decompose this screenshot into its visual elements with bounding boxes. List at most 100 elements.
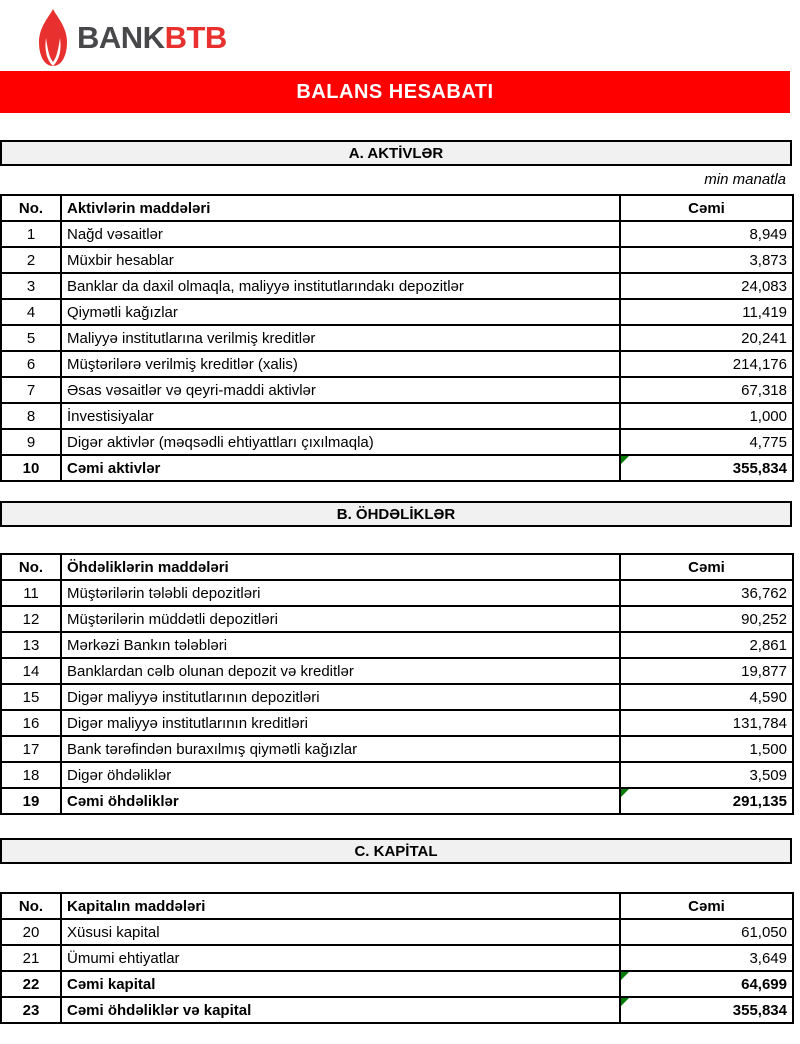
row-item-name: Cəmi kapital	[60, 970, 621, 998]
table-header-row: No. Öhdəliklərin maddələri Cəmi	[0, 553, 794, 581]
row-value: 1,000	[619, 402, 794, 430]
section-header-assets: A. AKTİVLƏR	[0, 140, 792, 166]
row-value-text: 36,762	[741, 584, 787, 602]
column-header-total: Cəmi	[619, 892, 794, 920]
bank-logo: BANKBTB	[38, 8, 227, 68]
table-row: 2 Müxbir hesablar 3,873	[0, 246, 794, 274]
row-item-name: Digər maliyyə institutlarının depozitlər…	[60, 683, 621, 711]
row-number: 7	[0, 376, 62, 404]
row-value: 11,419	[619, 298, 794, 326]
row-value: 4,775	[619, 428, 794, 456]
row-item-name: Müştərilərin müddətli depozitləri	[60, 605, 621, 633]
row-value: 4,590	[619, 683, 794, 711]
table-row: 13 Mərkəzi Bankın tələbləri 2,861	[0, 631, 794, 659]
row-number: 10	[0, 454, 62, 482]
row-value: 131,784	[619, 709, 794, 737]
row-item-name: Cəmi öhdəliklər və kapital	[60, 996, 621, 1024]
table-row: 17 Bank tərəfindən buraxılmış qiymətli ka…	[0, 735, 794, 763]
row-value: 3,509	[619, 761, 794, 789]
report-title-banner: BALANS HESABATI	[0, 71, 790, 113]
row-item-name: Banklar da daxil olmaqla, maliyyə instit…	[60, 272, 621, 300]
table-row: 9 Digər aktivlər (məqsədli ehtiyattları ç…	[0, 428, 794, 456]
row-number: 17	[0, 735, 62, 763]
table-header-row: No. Aktivlərin maddələri Cəmi	[0, 194, 794, 222]
column-header-no: No.	[0, 553, 62, 581]
row-value: 2,861	[619, 631, 794, 659]
row-item-name: Bank tərəfindən buraxılmış qiymətli kağı…	[60, 735, 621, 763]
table-row: 20 Xüsusi kapital 61,050	[0, 918, 794, 946]
table-row: 6 Müştərilərə verilmiş kreditlər (xalis) 2…	[0, 350, 794, 378]
row-value-text: 90,252	[741, 610, 787, 628]
row-number: 6	[0, 350, 62, 378]
section-header-capital: C. KAPİTAL	[0, 838, 792, 864]
table-row: 23 Cəmi öhdəliklər və kapital 355,834	[0, 996, 794, 1024]
column-header-name: Öhdəliklərin maddələri	[60, 553, 621, 581]
row-value-text: 1,500	[749, 740, 787, 758]
row-item-name: Müştərilərin tələbli depozitləri	[60, 579, 621, 607]
row-item-name: Müxbir hesablar	[60, 246, 621, 274]
row-number: 9	[0, 428, 62, 456]
column-header-no: No.	[0, 194, 62, 222]
formula-marker-icon	[622, 457, 629, 464]
row-number: 18	[0, 761, 62, 789]
table-row: 10 Cəmi aktivlər 355,834	[0, 454, 794, 482]
column-header-total: Cəmi	[619, 553, 794, 581]
row-value: 67,318	[619, 376, 794, 404]
row-value: 24,083	[619, 272, 794, 300]
row-item-name: Mərkəzi Bankın tələbləri	[60, 631, 621, 659]
row-value-text: 20,241	[741, 329, 787, 347]
row-number: 1	[0, 220, 62, 248]
row-number: 12	[0, 605, 62, 633]
row-item-name: Qiymətli kağızlar	[60, 298, 621, 326]
row-value: 64,699	[619, 970, 794, 998]
row-number: 11	[0, 579, 62, 607]
row-value-text: 3,873	[749, 251, 787, 269]
table-row: 16 Digər maliyyə institutlarının kreditlə…	[0, 709, 794, 737]
row-value-text: 11,419	[742, 303, 787, 321]
column-header-total: Cəmi	[619, 194, 794, 222]
row-item-name: Müştərilərə verilmiş kreditlər (xalis)	[60, 350, 621, 378]
row-item-name: Nağd vəsaitlər	[60, 220, 621, 248]
row-item-name: Banklardan cəlb olunan depozit və kredit…	[60, 657, 621, 685]
table-row: 19 Cəmi öhdəliklər 291,135	[0, 787, 794, 815]
capital-table: No. Kapitalın maddələri Cəmi 20 Xüsusi ka…	[0, 892, 794, 1024]
row-number: 8	[0, 402, 62, 430]
flame-icon	[39, 9, 67, 66]
row-item-name: Cəmi öhdəliklər	[60, 787, 621, 815]
row-value: 291,135	[619, 787, 794, 815]
row-number: 19	[0, 787, 62, 815]
row-value-text: 291,135	[732, 792, 787, 810]
row-value-text: 67,318	[741, 381, 787, 399]
row-value: 90,252	[619, 605, 794, 633]
table-header-row: No. Kapitalın maddələri Cəmi	[0, 892, 794, 920]
row-value: 36,762	[619, 579, 794, 607]
row-value: 19,877	[619, 657, 794, 685]
row-value-text: 131,784	[732, 714, 787, 732]
row-item-name: Digər aktivlər (məqsədli ehtiyattları çı…	[60, 428, 621, 456]
row-value: 355,834	[619, 454, 794, 482]
row-value: 3,649	[619, 944, 794, 972]
column-header-name: Aktivlərin maddələri	[60, 194, 621, 222]
row-item-name: Digər öhdəliklər	[60, 761, 621, 789]
row-value: 355,834	[619, 996, 794, 1024]
column-header-name: Kapitalın maddələri	[60, 892, 621, 920]
row-value-text: 3,509	[749, 766, 787, 784]
row-value-text: 24,083	[741, 277, 787, 295]
row-number: 4	[0, 298, 62, 326]
row-value-text: 3,649	[749, 949, 787, 967]
logo-bank-word: BANK	[77, 20, 165, 55]
row-value-text: 4,775	[749, 433, 787, 451]
report-title: BALANS HESABATI	[296, 80, 494, 103]
table-row: 22 Cəmi kapital 64,699	[0, 970, 794, 998]
bank-logo-text: BANKBTB	[77, 8, 227, 68]
row-number: 23	[0, 996, 62, 1024]
row-value-text: 4,590	[749, 688, 787, 706]
row-item-name: Əsas vəsaitlər və qeyri-maddi aktivlər	[60, 376, 621, 404]
row-value-text: 8,949	[749, 225, 787, 243]
row-number: 5	[0, 324, 62, 352]
row-number: 16	[0, 709, 62, 737]
section-header-liabilities: B. ÖHDƏLİKLƏR	[0, 501, 792, 527]
formula-marker-icon	[622, 973, 629, 980]
column-header-no: No.	[0, 892, 62, 920]
